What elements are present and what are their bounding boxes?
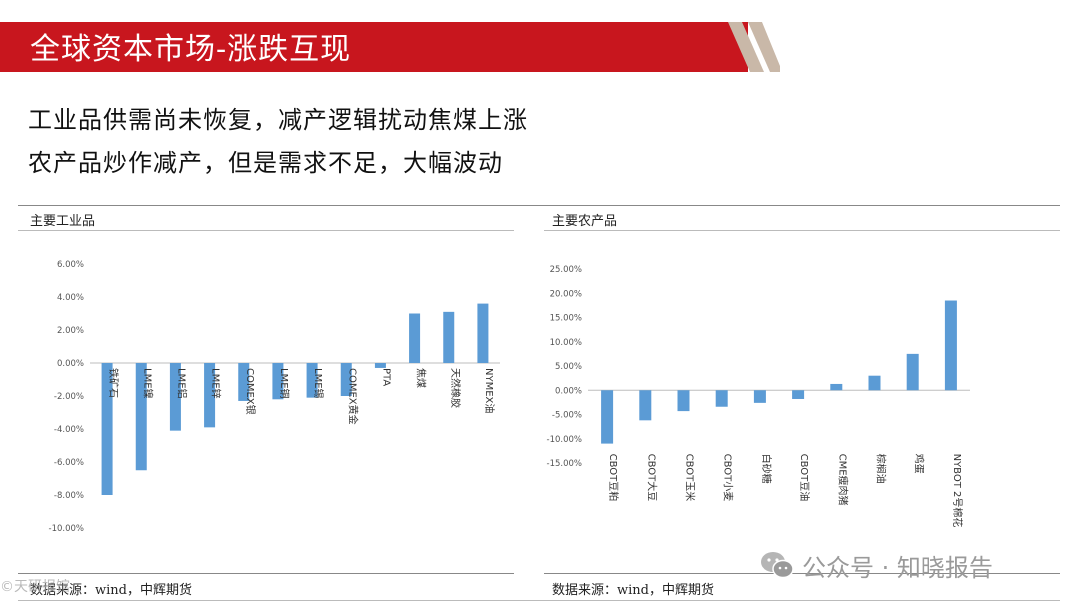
category-label: LME锡	[312, 368, 325, 399]
y-tick-label: -6.00%	[54, 458, 84, 468]
title-bar	[0, 22, 748, 72]
category-label: NYBOT 2号棉花	[951, 454, 964, 528]
slide-title: 全球资本市场-涨跌互现	[30, 32, 352, 67]
category-label: LME铜	[278, 368, 290, 399]
category-label: CBOT大豆	[645, 454, 658, 502]
bar	[639, 390, 652, 421]
bar	[306, 363, 318, 398]
page-bottom-rule	[18, 600, 1060, 601]
bar	[101, 363, 113, 495]
bar	[443, 311, 455, 363]
watermark-text: 公众号 · 知晓报告	[802, 553, 993, 582]
category-label: CBOT小麦	[722, 454, 734, 502]
category-label: 铁矿石	[107, 368, 120, 398]
y-tick-label: 6.00%	[57, 260, 84, 270]
y-tick-label: 4.00%	[57, 293, 84, 303]
y-tick-label: -2.00%	[54, 392, 84, 402]
panel-top-rule	[18, 205, 1060, 206]
headline-agricultural: 农产品炒作减产，但是需求不足，大幅波动	[28, 149, 503, 177]
left-panel-bottom-rule	[18, 573, 514, 574]
bar	[135, 363, 147, 471]
corner-watermark: ©天研报馆	[0, 579, 70, 595]
y-tick-label: 10.00%	[550, 338, 582, 348]
category-label: NYMEX油	[483, 368, 496, 413]
category-label: LME铝	[175, 368, 187, 399]
right-data-source: 数据来源：wind，中辉期货	[552, 583, 714, 598]
category-label: COMEX黄金	[346, 368, 359, 425]
bar	[272, 363, 284, 400]
left-data-source: 数据来源：wind，中辉期货	[30, 583, 192, 598]
y-tick-label: -8.00%	[54, 491, 84, 501]
right-panel-bottom-rule	[544, 573, 1060, 574]
y-tick-label: 0.00%	[555, 386, 582, 396]
bar	[715, 390, 728, 407]
bar	[944, 300, 957, 391]
category-label: CME瘦肉猪	[836, 454, 849, 506]
y-tick-label: -10.00%	[49, 524, 84, 534]
bar	[792, 390, 805, 399]
bar	[677, 390, 690, 412]
category-label: 焦煤	[415, 368, 428, 388]
bar	[906, 353, 919, 391]
title-decoration	[728, 22, 780, 72]
y-tick-label: 2.00%	[57, 326, 84, 336]
y-tick-label: 0.00%	[57, 359, 84, 369]
category-label: CBOT玉米	[684, 454, 697, 502]
y-tick-label: 25.00%	[550, 265, 582, 275]
bar	[753, 390, 766, 403]
bar	[340, 363, 352, 396]
y-tick-label: -4.00%	[54, 425, 84, 435]
y-tick-label: 5.00%	[555, 362, 582, 372]
left-panel-label: 主要工业品	[30, 214, 96, 229]
bar	[204, 363, 216, 428]
category-label: COMEX银	[244, 368, 257, 415]
category-label: 天然橡胶	[449, 368, 462, 408]
agricultural-bar-chart: 25.00% 20.00% 15.00% 10.00% 5.00% 0.00% -5.00%…	[547, 265, 970, 528]
category-label: LME锌	[210, 368, 223, 399]
bar	[601, 390, 614, 444]
watermark: 公众号 · 知晓报告	[760, 545, 993, 585]
category-label: PTA	[380, 368, 391, 386]
left-panel-label-rule	[18, 230, 514, 231]
category-label: 棕榈油	[875, 454, 888, 484]
bar	[868, 375, 881, 391]
wechat-icon	[761, 552, 794, 579]
category-label: CBOT豆粕	[607, 454, 620, 502]
bar	[374, 363, 386, 368]
category-label: CBOT豆油	[798, 454, 811, 502]
headline-industrial: 工业品供需尚未恢复，减产逻辑扰动焦煤上涨	[28, 106, 528, 134]
y-tick-label: -10.00%	[547, 435, 582, 445]
y-tick-label: 20.00%	[550, 289, 582, 299]
y-tick-label: 15.00%	[550, 314, 582, 324]
category-label: 鸡蛋	[913, 454, 926, 474]
y-tick-label: -5.00%	[552, 411, 582, 421]
y-tick-label: -15.00%	[547, 459, 582, 469]
right-panel-label-rule	[544, 230, 1060, 231]
right-panel-label: 主要农产品	[552, 214, 618, 229]
bar	[477, 303, 489, 363]
bar	[409, 313, 421, 363]
bar	[830, 383, 843, 391]
bar	[238, 363, 250, 401]
bar	[169, 363, 181, 431]
category-label: 白砂糖	[760, 454, 773, 484]
category-label: LME镍	[141, 368, 154, 399]
industrial-bar-chart: 6.00% 4.00% 2.00% 0.00% -2.00% -4.00% -6.00% -8…	[49, 260, 500, 534]
